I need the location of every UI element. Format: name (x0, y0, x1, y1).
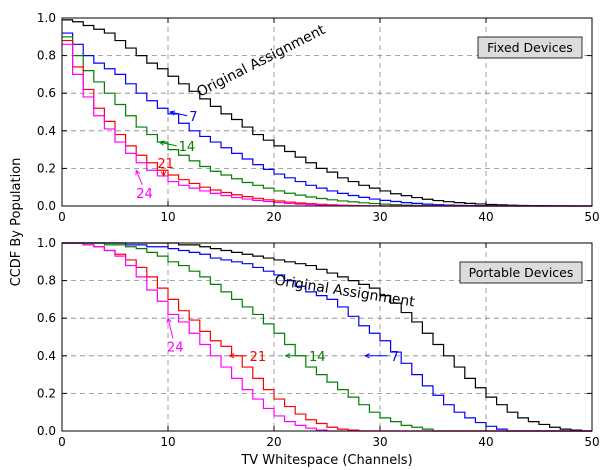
series-line-original-assignment (62, 19, 593, 207)
y-axis-label: CCDF By Population (9, 158, 24, 287)
annotation-7-arrow (170, 111, 188, 117)
y-tick-label: 0.4 (37, 124, 56, 138)
x-tick-label: 40 (478, 435, 493, 449)
y-tick-label: 0.0 (37, 199, 56, 213)
x-tick-label: 50 (584, 210, 599, 224)
x-tick-label: 20 (266, 435, 281, 449)
panel-title-box (477, 36, 583, 59)
plot-frame (61, 17, 593, 207)
panel-title: Portable Devices (469, 265, 574, 280)
y-tick-label: 0.8 (37, 274, 56, 288)
annotation-24-arrow (135, 170, 143, 186)
y-tick-label: 0.6 (37, 86, 56, 100)
y-tick-label: 0.2 (37, 161, 56, 175)
x-tick-label: 10 (160, 435, 175, 449)
series-line-7 (62, 32, 592, 207)
annotation-14-arrowhead (158, 140, 165, 146)
annotation-21-arrowhead (228, 353, 235, 359)
annotation-original-assignment: Original Assignment (194, 22, 328, 101)
annotation-21: 21 (250, 350, 267, 365)
annotation-24: 24 (167, 340, 184, 355)
y-tick-label: 0.0 (37, 424, 56, 438)
y-tick-label: 1.0 (37, 236, 56, 250)
x-tick-label: 0 (58, 435, 66, 449)
annotation-24-arrowhead (135, 169, 141, 176)
y-tick-label: 0.6 (37, 311, 56, 325)
x-tick-label: 30 (372, 210, 387, 224)
annotation-14: 14 (309, 350, 326, 365)
annotation-original-assignment: Original Assignment (273, 273, 416, 311)
x-tick-label: 50 (584, 435, 599, 449)
series-line-21 (62, 39, 592, 207)
panels: 0 10 20 30 40 50 0.0 0.2 0.4 0.6 0.8 1.0 Fixed Devic… (37, 11, 600, 449)
annotation-14: 14 (179, 140, 196, 155)
y-tick-label: 0.4 (37, 349, 56, 363)
panel-title-box (459, 261, 583, 284)
annotation-24: 24 (136, 187, 153, 202)
series-line-14 (62, 36, 592, 207)
series-line-original-assignment (62, 242, 592, 432)
annotation-21: 21 (157, 157, 174, 172)
annotation-7: 7 (189, 110, 197, 125)
x-tick-label: 0 (58, 210, 66, 224)
x-tick-label: 40 (478, 210, 493, 224)
x-axis-label: TV Whitespace (Channels) (240, 453, 412, 468)
panel-fixed: 0 10 20 30 40 50 0.0 0.2 0.4 0.6 0.8 1.0 Fixed Devic… (37, 11, 600, 224)
y-tick-label: 1.0 (37, 11, 56, 25)
panel-title: Fixed Devices (487, 40, 573, 55)
annotation-7-arrowhead (364, 353, 370, 359)
x-tick-label: 10 (160, 210, 175, 224)
y-tick-label: 0.8 (37, 49, 56, 63)
x-tick-label: 20 (266, 210, 281, 224)
panel-portable: 0 10 20 30 40 50 0.0 0.2 0.4 0.6 0.8 1.0 Portable De… (37, 236, 600, 449)
annotation-21-arrowhead (160, 171, 167, 178)
annotation-7-arrowhead (168, 110, 176, 116)
annotation-7: 7 (391, 350, 399, 365)
annotation-24-arrowhead (166, 317, 172, 324)
plot-frame (61, 242, 593, 432)
series-line-24 (62, 43, 592, 207)
y-tick-label: 0.2 (37, 386, 56, 400)
x-tick-label: 30 (372, 435, 387, 449)
annotation-24-arrow (167, 318, 174, 339)
annotation-14-arrow (159, 141, 177, 147)
series-line-7 (62, 242, 592, 432)
annotation-14-arrowhead (284, 353, 291, 359)
